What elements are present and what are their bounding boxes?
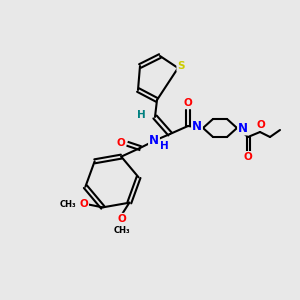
Text: CH₃: CH₃	[114, 226, 131, 235]
Text: O: O	[184, 98, 192, 108]
Text: O: O	[256, 120, 266, 130]
Text: H: H	[160, 141, 168, 151]
Text: N: N	[149, 134, 159, 146]
Text: S: S	[177, 61, 185, 71]
Text: H: H	[136, 110, 146, 120]
Text: N: N	[192, 121, 202, 134]
Text: O: O	[80, 200, 88, 209]
Text: N: N	[238, 122, 248, 134]
Text: CH₃: CH₃	[59, 200, 76, 209]
Text: O: O	[118, 214, 127, 224]
Text: O: O	[117, 138, 125, 148]
Text: O: O	[244, 152, 252, 162]
